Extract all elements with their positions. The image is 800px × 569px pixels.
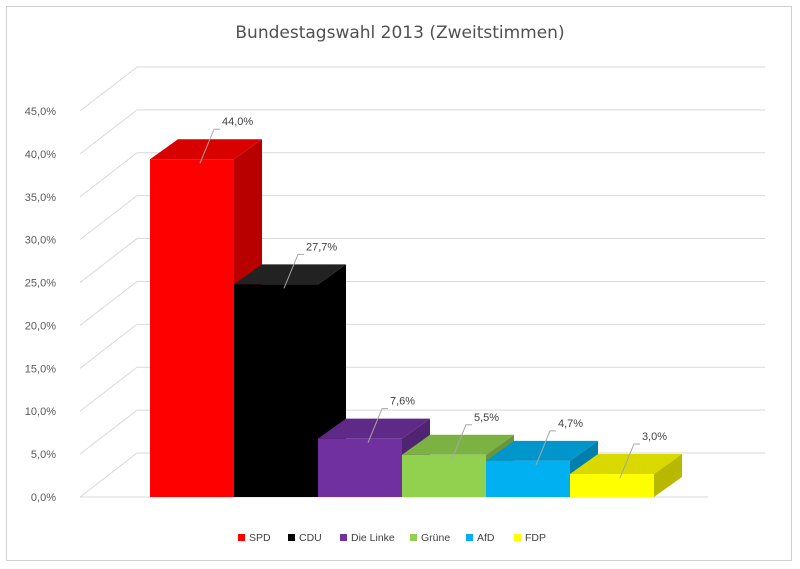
data-label: 5,5% [474, 412, 499, 424]
leader-line [535, 430, 556, 466]
legend-label: SPD [249, 532, 271, 544]
bar-front [318, 438, 402, 497]
bar-front [234, 284, 318, 497]
chart-title: Bundestagswahl 2013 (Zweitstimmen) [235, 23, 564, 43]
legend-label: AfD [477, 532, 495, 544]
bar-front [402, 454, 486, 497]
grid-diagonal [79, 195, 138, 241]
bar-side [654, 453, 682, 497]
legend-swatch [514, 534, 521, 541]
grid-diagonal [79, 323, 138, 369]
legend-swatch [238, 534, 245, 541]
legend-item: AfD [466, 532, 495, 544]
grid-diagonal [79, 238, 138, 283]
data-label: 27,7% [306, 241, 337, 253]
bar-front [486, 460, 570, 497]
leader-line [367, 408, 388, 443]
y-tick-label: 10,0% [25, 406, 56, 418]
leader-line [619, 443, 640, 479]
legend: SPD CDU Die Linke Grüne AfD FDP [238, 532, 546, 544]
grid-diagonal [79, 152, 138, 198]
y-axis: 0,0% 5,0% 10,0% 15,0% 20,0% 25,0% 30,0% 35,0% 40… [25, 106, 56, 504]
y-tick-label: 0,0% [31, 492, 56, 504]
legend-label: CDU [299, 532, 322, 544]
y-tick-label: 30,0% [25, 235, 56, 247]
data-label: 7,6% [390, 396, 415, 408]
legend-item: SPD [238, 532, 271, 544]
grid-diagonal [79, 66, 138, 112]
y-tick-label: 45,0% [25, 106, 56, 118]
leader-line [451, 424, 472, 459]
grid-diagonal [79, 409, 138, 455]
leader-line [283, 253, 304, 289]
y-tick-label: 35,0% [25, 192, 56, 204]
grid-diagonal [79, 109, 138, 155]
y-tick-label: 40,0% [25, 149, 56, 161]
y-tick-label: 20,0% [25, 320, 56, 332]
data-label: 44,0% [222, 116, 253, 128]
legend-label: FDP [525, 532, 546, 544]
grid-diagonal [79, 366, 138, 412]
legend-swatch [340, 534, 347, 541]
legend-item: Die Linke [340, 532, 395, 544]
legend-label: Die Linke [351, 532, 395, 544]
y-tick-label: 5,0% [31, 449, 56, 461]
grid-diagonal [79, 452, 138, 498]
legend-item: CDU [288, 532, 322, 544]
data-labels: 44,0% 27,7% 7,6% 5,5% 4,7% 3,0% [199, 116, 667, 479]
y-tick-label: 15,0% [25, 363, 56, 375]
legend-swatch [288, 534, 295, 541]
bars [150, 139, 682, 498]
bar-front [570, 473, 654, 497]
data-label: 4,7% [558, 418, 583, 430]
bar-front [150, 159, 234, 498]
leader-line [199, 128, 220, 164]
legend-swatch [410, 534, 417, 541]
legend-label: Grüne [421, 532, 450, 544]
legend-item: Grüne [410, 532, 450, 544]
grid-diagonal [79, 281, 138, 326]
legend-swatch [466, 534, 473, 541]
y-tick-label: 25,0% [25, 278, 56, 290]
legend-item: FDP [514, 532, 546, 544]
data-label: 3,0% [642, 431, 667, 443]
